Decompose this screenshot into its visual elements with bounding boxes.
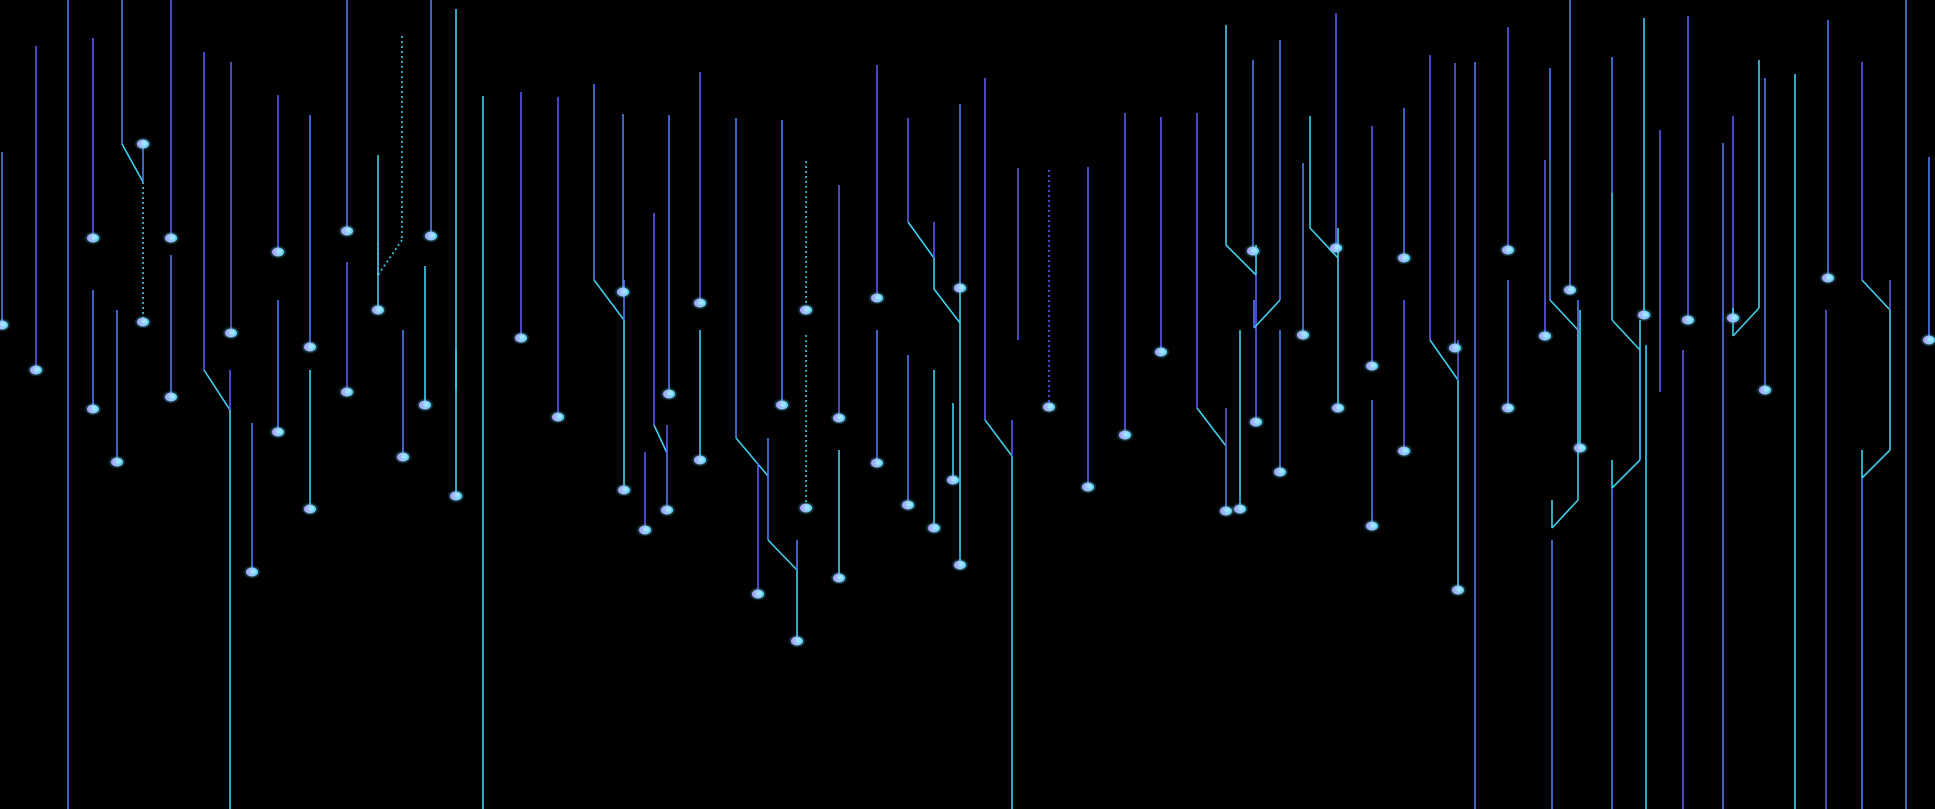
trace-endpoint-core: [1642, 312, 1649, 317]
trace-endpoint-core: [804, 307, 811, 312]
trace-endpoint-core: [401, 454, 408, 459]
trace-endpoint-core: [556, 414, 563, 419]
trace-endpoint-core: [1370, 523, 1377, 528]
trace-endpoint-core: [115, 459, 122, 464]
trace-endpoint-core: [276, 249, 283, 254]
trace-endpoint-core: [229, 330, 236, 335]
trace-endpoint-core: [423, 402, 430, 407]
trace-endpoint-core: [0, 322, 7, 327]
circuit-trace: [203, 369, 231, 411]
circuit-trace: [1429, 339, 1459, 381]
trace-endpoint-core: [1123, 432, 1130, 437]
trace-endpoint-core: [141, 141, 148, 146]
circuit-trace: [1861, 449, 1891, 479]
circuit-trace: [933, 288, 961, 324]
trace-endpoint-core: [1301, 332, 1308, 337]
trace-endpoint-core: [1506, 247, 1513, 252]
trace-endpoint-core: [1334, 245, 1341, 250]
trace-endpoint-core: [621, 289, 628, 294]
circuit-trace: [593, 279, 625, 321]
trace-endpoint-core: [376, 307, 383, 312]
trace-endpoint-core: [1543, 333, 1550, 338]
trace-endpoint-core: [308, 344, 315, 349]
trace-endpoint-core: [276, 429, 283, 434]
trace-endpoint-core: [958, 562, 965, 567]
circuit-trace: [1551, 499, 1579, 529]
circuit-trace: [121, 143, 144, 183]
trace-endpoint-core: [1506, 405, 1513, 410]
circuit-trace: [1549, 299, 1579, 331]
trace-endpoint-core: [1224, 508, 1231, 513]
trace-endpoint-core: [34, 367, 41, 372]
trace-endpoint-core: [519, 335, 526, 340]
trace-endpoint-core: [951, 477, 958, 482]
circuit-trace: [653, 424, 668, 454]
trace-endpoint-core: [1731, 315, 1738, 320]
circuit-trace: [1611, 319, 1641, 351]
trace-endpoint-core: [1568, 287, 1575, 292]
trace-endpoint-core: [875, 295, 882, 300]
circuit-trace: [1861, 279, 1891, 311]
trace-endpoint-core: [622, 487, 629, 492]
trace-endpoint-core: [454, 493, 461, 498]
trace-endpoint-core: [1456, 587, 1463, 592]
trace-endpoint-core: [1578, 445, 1585, 450]
trace-endpoint-core: [345, 228, 352, 233]
trace-endpoint-core: [1238, 506, 1245, 511]
trace-endpoint-core: [1402, 255, 1409, 260]
trace-endpoint-core: [875, 460, 882, 465]
trace-endpoint-core: [1278, 469, 1285, 474]
trace-endpoint-core: [169, 394, 176, 399]
trace-endpoint-core: [1453, 345, 1460, 350]
trace-endpoint-core: [1086, 484, 1093, 489]
trace-endpoint-core: [804, 505, 811, 510]
trace-endpoint-core: [1826, 275, 1833, 280]
trace-endpoint-core: [756, 591, 763, 596]
circuit-trace: [767, 539, 798, 571]
circuit-trace: [1196, 407, 1227, 447]
trace-endpoint-core: [141, 319, 148, 324]
trace-endpoint-core: [1159, 349, 1166, 354]
trace-endpoint-core: [795, 638, 802, 643]
trace-endpoint-core: [667, 391, 674, 396]
trace-endpoint-core: [91, 235, 98, 240]
circuit-trace: [907, 221, 935, 259]
trace-endpoint-core: [1402, 448, 1409, 453]
trace-endpoint-core: [345, 389, 352, 394]
circuit-trace: [1732, 307, 1760, 337]
circuit-trace: [984, 419, 1013, 457]
trace-endpoint-core: [250, 569, 257, 574]
circuit-trace: [1611, 459, 1641, 489]
trace-endpoint-core: [698, 300, 705, 305]
trace-endpoint-core: [698, 457, 705, 462]
trace-endpoint-core: [1047, 404, 1054, 409]
circuit-trace: [735, 437, 769, 477]
trace-endpoint-core: [1763, 387, 1770, 392]
trace-endpoint-core: [1686, 317, 1693, 322]
trace-endpoint-core: [1927, 337, 1934, 342]
circuit-trace: [1225, 244, 1257, 276]
trace-endpoint-core: [837, 415, 844, 420]
circuit-trace: [377, 239, 403, 276]
trace-endpoint-core: [429, 233, 436, 238]
circuit-trace: [1253, 299, 1281, 329]
trace-endpoint-core: [837, 575, 844, 580]
trace-endpoint-core: [1251, 248, 1258, 253]
trace-endpoint-core: [169, 235, 176, 240]
trace-endpoint-core: [665, 507, 672, 512]
trace-endpoint-core: [91, 406, 98, 411]
trace-endpoint-core: [1370, 363, 1377, 368]
trace-endpoint-core: [958, 285, 965, 290]
trace-endpoint-dots-layer: [0, 137, 1935, 648]
trace-endpoint-core: [1336, 405, 1343, 410]
trace-endpoint-core: [308, 506, 315, 511]
trace-endpoint-core: [1254, 419, 1261, 424]
trace-endpoint-core: [906, 502, 913, 507]
trace-endpoint-core: [932, 525, 939, 530]
trace-endpoint-core: [643, 527, 650, 532]
trace-endpoint-core: [780, 402, 787, 407]
